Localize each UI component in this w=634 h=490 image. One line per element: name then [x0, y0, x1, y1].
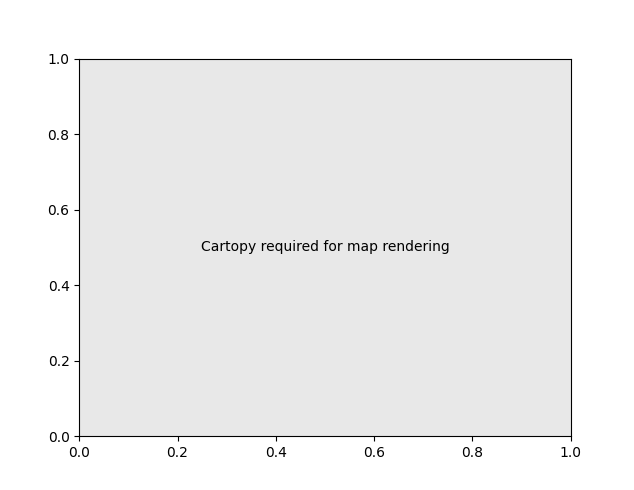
Text: Cartopy required for map rendering: Cartopy required for map rendering [200, 241, 450, 254]
